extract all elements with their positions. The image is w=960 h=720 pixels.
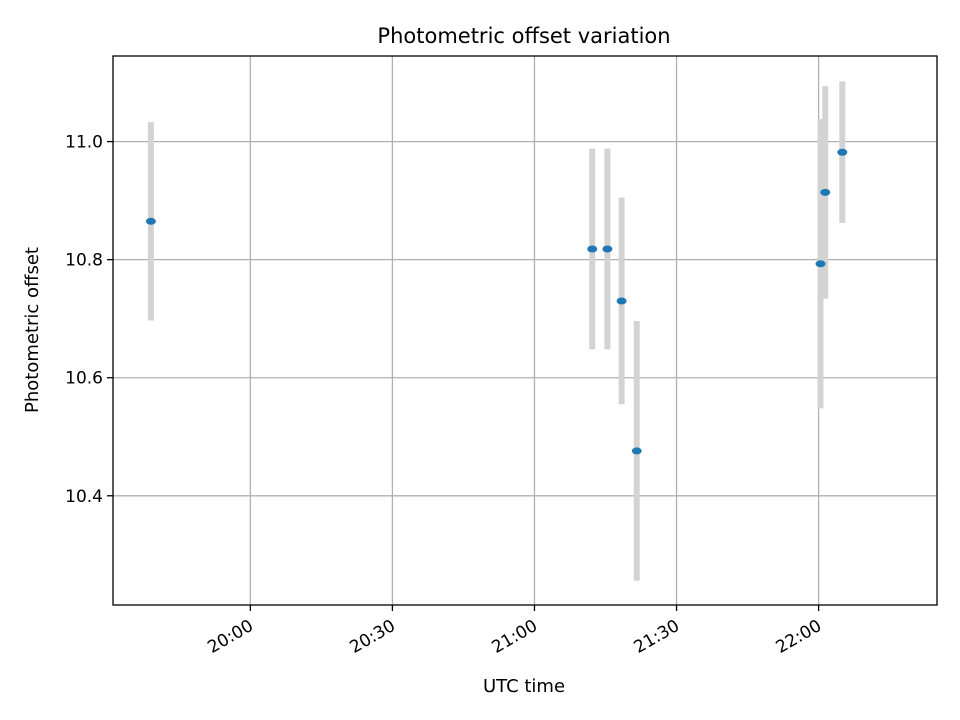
x-tick-label: 20:30 (346, 616, 398, 658)
y-tick-label: 10.8 (65, 251, 103, 271)
x-tick-label: 22:00 (773, 616, 825, 658)
data-point (587, 245, 598, 253)
y-tick-label: 10.4 (65, 487, 103, 507)
data-point (616, 297, 627, 305)
chart-title: Photometric offset variation (377, 24, 670, 48)
x-tick-label: 21:30 (631, 616, 683, 658)
data-point (602, 245, 613, 253)
data-point (837, 148, 848, 156)
y-tick-label: 11.0 (65, 133, 103, 153)
grid (113, 56, 937, 605)
y-axis-ticks: 10.4 10.6 10.8 11.0 (65, 133, 113, 507)
y-axis-label: Photometric offset (22, 247, 43, 413)
x-tick-label: 21:00 (489, 616, 541, 658)
data-points (145, 148, 848, 455)
x-tick-label: 20:00 (204, 616, 256, 658)
data-point (820, 188, 831, 196)
data-point (815, 260, 826, 268)
x-axis-ticks: 20:00 20:30 21:00 21:30 22:00 (204, 605, 825, 658)
x-axis-label: UTC time (483, 676, 565, 697)
data-point (145, 217, 156, 225)
y-tick-label: 10.6 (65, 369, 103, 389)
error-bars (147, 81, 846, 581)
plot-frame (112, 55, 938, 606)
data-point (631, 447, 642, 455)
